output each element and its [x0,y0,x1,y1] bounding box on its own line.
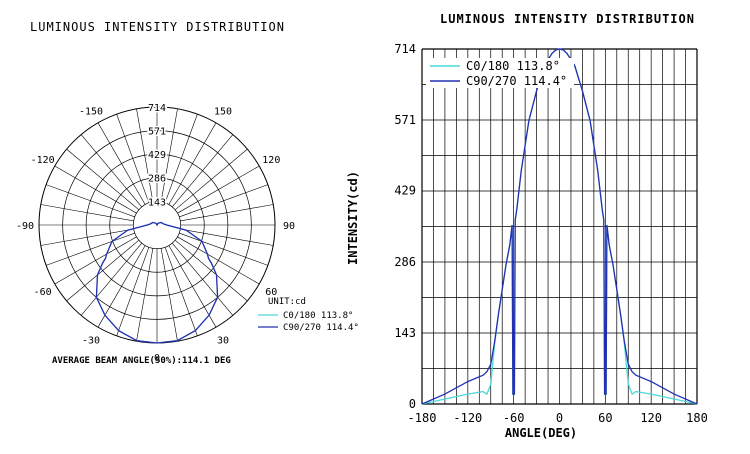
x-tick-label: -180 [408,411,437,425]
cartesian-title: LUMINOUS INTENSITY DISTRIBUTION [440,12,695,26]
x-tick-label: 180 [686,411,708,425]
x-axis-label: ANGLE(DEG) [505,426,577,440]
x-tick-label: -120 [453,411,482,425]
polar-angle-labels: 0 30 60 90 120 150 -150 -120 -90 -60 -30 [16,107,295,364]
y-tick-label: 714 [394,42,416,56]
beam-angle-caption: AVERAGE BEAM ANGLE(50%):114.1 DEG [52,356,231,366]
x-tick-label: 60 [598,411,612,425]
polar-angle-label: 60 [265,287,277,298]
y-tick-label: 286 [394,255,416,269]
legend-label-c90: C90/270 114.4° [466,74,567,88]
y-tick-label: 429 [394,184,416,198]
polar-angle-label: -30 [82,335,100,346]
polar-radial-tick-label: 286 [148,174,166,185]
x-tick-label: -60 [503,411,525,425]
y-tick-label: 0 [409,397,416,411]
legend-label-c0: C0/180 113.8° [283,311,353,321]
polar-legend: UNIT:cd C0/180 113.8° C90/270 114.4° [258,297,359,333]
polar-ring [62,130,252,320]
polar-grid [38,106,276,344]
y-axis-label: INTENSITY(cd) [346,171,360,265]
polar-title: LUMINOUS INTENSITY DISTRIBUTION [30,20,285,34]
polar-chart-panel: LUMINOUS INTENSITY DISTRIBUTION 143 286 42… [16,20,359,366]
x-tick-label: 120 [640,411,662,425]
polar-radial-tick-label: 714 [148,103,166,114]
cartesian-y-tick-labels: 0 143 286 429 571 714 [394,42,416,411]
polar-radial-tick-labels: 143 286 429 571 714 [146,102,167,210]
polar-angle-label: 0 [154,353,160,364]
polar-radial-tick-label: 571 [148,127,166,138]
y-tick-label: 571 [394,113,416,127]
polar-ring [109,177,205,273]
x-tick-label: 0 [556,411,563,425]
unit-label: UNIT:cd [268,297,306,307]
legend-background [426,58,574,88]
cartesian-grid [421,48,698,405]
cartesian-curves [421,48,698,405]
polar-radial-tick-label: 429 [148,150,166,161]
polar-angle-label: -150 [79,107,103,118]
polar-angle-label: -60 [34,287,52,298]
cartesian-x-tick-labels: -180 -120 -60 0 60 120 180 [408,411,708,425]
cartesian-chart-panel: LUMINOUS INTENSITY DISTRIBUTION 0 143 286 4… [346,12,708,440]
legend-label-c0: C0/180 113.8° [466,59,560,73]
polar-angle-label: -120 [31,155,55,166]
polar-ring [133,201,181,249]
polar-curve-c90 [95,221,219,344]
polar-curves [95,221,219,344]
y-tick-label: 143 [394,326,416,340]
polar-ring [85,153,229,297]
polar-angle-label: 150 [214,107,232,118]
polar-angle-label: 90 [283,221,295,232]
polar-angle-label: -90 [16,221,34,232]
legend-label-c90: C90/270 114.4° [283,323,359,333]
cartesian-legend: C0/180 113.8° C90/270 114.4° [426,58,574,88]
cartesian-curve-c90 [421,48,698,405]
polar-angle-label: 120 [262,155,280,166]
polar-radial-tick-label: 143 [148,197,166,208]
polar-angle-label: 30 [217,335,229,346]
